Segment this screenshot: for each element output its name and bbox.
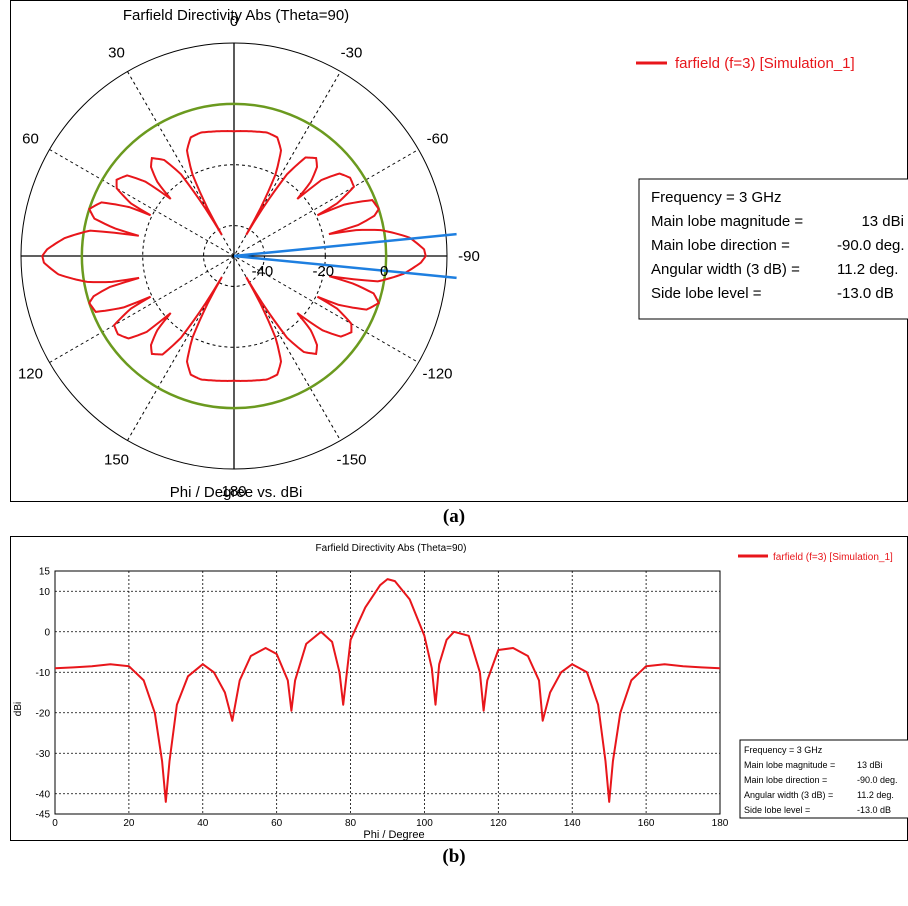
y-tick-label: -40 (36, 789, 51, 800)
info-label: Side lobe level = (651, 285, 762, 302)
polar-chart-panel: Farfield Directivity Abs (Theta=90) 0 -30… (0, 0, 908, 502)
beamwidth-line (233, 254, 457, 280)
line-chart: Farfield Directivity Abs (Theta=90) 0 20 4… (13, 543, 908, 841)
polar-chart: Farfield Directivity Abs (Theta=90) 0 -30… (0, 7, 908, 501)
angle-tick-label: 0 (230, 13, 238, 30)
polar-chart-title: Farfield Directivity Abs (Theta=90) (123, 7, 349, 24)
angle-tick-label: 150 (104, 452, 129, 469)
info-value: 13 dBi (861, 213, 904, 230)
info-label: Main lobe magnitude = (744, 760, 835, 770)
polar-info-box: Frequency = 3 GHz Main lobe magnitude = 13… (638, 178, 908, 320)
angle-tick-label: 60 (22, 131, 39, 148)
x-tick-label: 40 (197, 818, 209, 829)
x-tick-label: 140 (564, 818, 581, 829)
info-label: Angular width (3 dB) = (651, 261, 800, 278)
x-tick-label: 20 (123, 818, 135, 829)
polar-beamwidth-lines (233, 232, 457, 280)
y-tick-label: 0 (44, 627, 50, 638)
caption-a: (a) (442, 506, 466, 527)
polar-radial-labels: -40 -20 0 (252, 263, 389, 280)
radial-tick-label: -20 (312, 263, 334, 280)
line-chart-xlabel: Phi / Degree (363, 829, 424, 841)
line-info-box: Frequency = 3 GHz Main lobe magnitude = 13… (739, 739, 908, 819)
info-label: Frequency = 3 GHz (744, 745, 823, 755)
info-value: 11.2 deg. (857, 790, 894, 800)
angle-tick-label: -120 (423, 366, 453, 383)
polar-legend: farfield (f=3) [Simulation_1] (636, 55, 855, 72)
y-tick-label: 15 (39, 567, 51, 578)
info-box-frame (638, 178, 908, 320)
x-tick-label: 60 (271, 818, 283, 829)
y-tick-label: -20 (36, 708, 51, 719)
series-line (54, 578, 721, 803)
legend-label: farfield (f=3) [Simulation_1] (675, 55, 855, 72)
angle-tick-label: 30 (108, 44, 125, 61)
line-chart-grid (54, 570, 721, 815)
radial-tick-label: -40 (252, 263, 274, 280)
info-label: Main lobe magnitude = (651, 213, 803, 230)
angle-tick-label: -150 (336, 452, 366, 469)
polar-trace-line (41, 129, 427, 383)
info-value: -90.0 deg. (837, 237, 905, 254)
info-value: -13.0 dB (837, 285, 894, 302)
line-chart-ylabel: dBi (13, 702, 24, 716)
angle-tick-label: -90 (458, 248, 480, 265)
x-tick-label: 180 (712, 818, 729, 829)
reference-ring (80, 102, 388, 410)
info-value: -90.0 deg. (857, 775, 898, 785)
x-tick-label: 0 (52, 818, 58, 829)
polar-trace (41, 129, 427, 383)
y-tick-label: -30 (36, 749, 51, 760)
x-tick-labels: 0 20 40 60 80 100 120 140 160 180 (52, 818, 729, 829)
x-tick-label: 160 (638, 818, 655, 829)
info-value: 11.2 deg. (837, 261, 898, 278)
y-tick-label: 10 (39, 587, 51, 598)
info-box-frame (739, 739, 908, 819)
y-tick-labels: 15 10 0 -10 -20 -30 -40 -45 (36, 567, 51, 821)
info-label: Angular width (3 dB) = (744, 790, 833, 800)
y-tick-label: -10 (36, 668, 51, 679)
x-tick-label: 100 (416, 818, 433, 829)
x-tick-label: 80 (345, 818, 357, 829)
line-chart-panel: Farfield Directivity Abs (Theta=90) 0 20 4… (10, 536, 908, 841)
y-tick-label: -45 (36, 810, 51, 821)
beamwidth-line (233, 232, 457, 258)
polar-chart-xlabel: Phi / Degree vs. dBi (170, 484, 303, 501)
caption-b: (b) (442, 846, 466, 867)
plot-frame (54, 570, 721, 815)
line-series (54, 578, 721, 803)
info-label: Side lobe level = (744, 805, 810, 815)
info-label: Main lobe direction = (651, 237, 790, 254)
polar-reference-ring (80, 102, 388, 410)
legend-label: farfield (f=3) [Simulation_1] (773, 552, 893, 563)
x-tick-label: 120 (490, 818, 507, 829)
angle-tick-label: -60 (427, 131, 449, 148)
info-label: Frequency = 3 GHz (651, 189, 781, 206)
angle-tick-label: 180 (221, 483, 246, 500)
info-value: 13 dBi (857, 760, 883, 770)
line-legend: farfield (f=3) [Simulation_1] (738, 552, 893, 563)
info-label: Main lobe direction = (744, 775, 827, 785)
radial-tick-label: 0 (380, 263, 388, 280)
angle-tick-label: -30 (341, 44, 363, 61)
line-chart-title: Farfield Directivity Abs (Theta=90) (316, 543, 467, 554)
info-value: -13.0 dB (857, 805, 891, 815)
angle-tick-label: 120 (18, 366, 43, 383)
